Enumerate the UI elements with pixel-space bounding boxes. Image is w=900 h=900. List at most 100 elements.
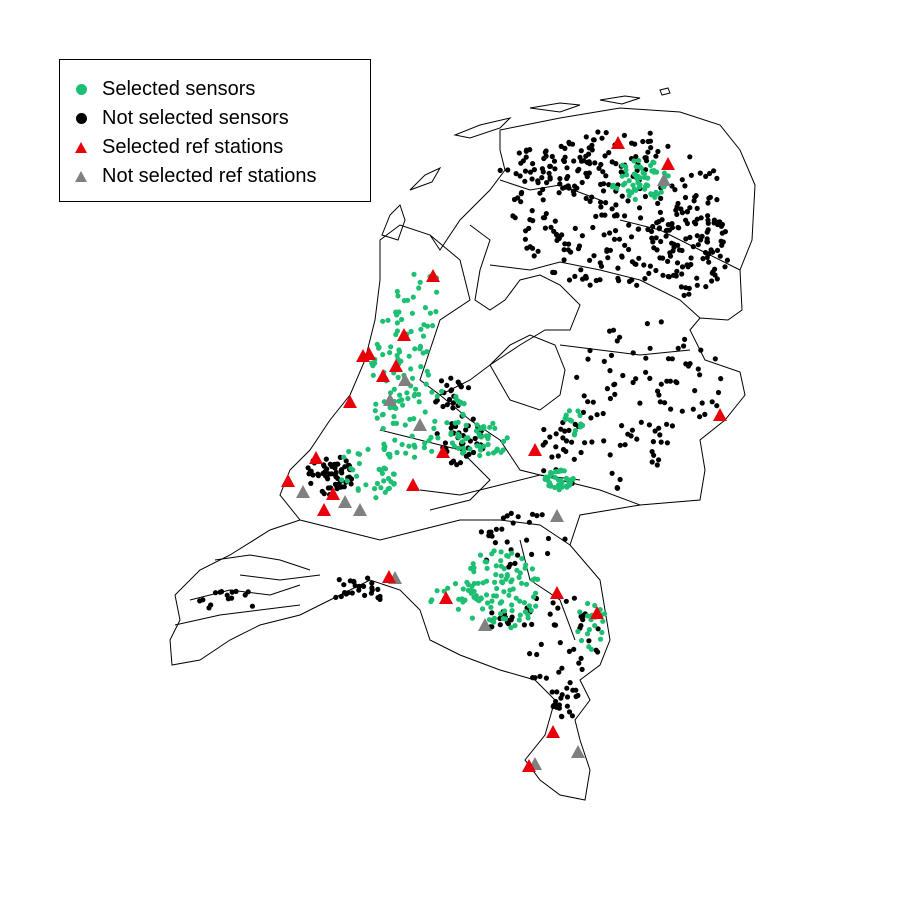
sensor-dot bbox=[614, 485, 620, 491]
sensor-dot bbox=[535, 180, 541, 186]
sensor-dot bbox=[694, 216, 700, 222]
ref-station-triangle bbox=[309, 451, 323, 464]
sensor-dot bbox=[684, 209, 690, 215]
sensor-dot bbox=[338, 593, 344, 600]
sensor-dot bbox=[563, 475, 570, 481]
sensor-dot bbox=[640, 170, 646, 176]
sensor-dot bbox=[460, 411, 466, 417]
sensor-dot bbox=[674, 268, 680, 274]
sensor-dot bbox=[394, 449, 400, 456]
sensor-dot bbox=[630, 182, 636, 188]
sensor-dot bbox=[590, 399, 596, 405]
sensor-dot bbox=[516, 150, 522, 156]
sensor-dot bbox=[343, 458, 349, 464]
sensor-dot bbox=[445, 585, 451, 591]
sensor-dot bbox=[498, 558, 504, 564]
island-terschelling bbox=[453, 117, 512, 139]
sensor-dot bbox=[588, 415, 594, 421]
sensor-dot bbox=[697, 372, 703, 378]
sensor-dot bbox=[587, 257, 593, 263]
sensor-dot bbox=[356, 460, 362, 467]
legend-item-selected-sensors: Selected sensors bbox=[60, 75, 255, 104]
province-line-3 bbox=[439, 394, 641, 506]
sensor-dot bbox=[381, 441, 387, 447]
ref-station-triangle bbox=[406, 478, 420, 491]
ref-station-triangle bbox=[413, 418, 427, 431]
sensor-dot bbox=[600, 169, 606, 175]
sensor-dot bbox=[663, 233, 669, 239]
sensor-dot bbox=[369, 360, 375, 366]
sensor-dot bbox=[664, 421, 670, 427]
sensor-dot bbox=[429, 597, 435, 603]
sensor-dot bbox=[694, 233, 700, 239]
sensor-dot bbox=[598, 181, 604, 187]
sensor-dot bbox=[566, 709, 573, 715]
sensor-dot bbox=[620, 372, 626, 379]
sensor-dot bbox=[679, 247, 685, 254]
sensor-dot bbox=[421, 445, 427, 451]
sensor-dot bbox=[375, 586, 381, 593]
sensor-dot bbox=[406, 443, 412, 449]
sensor-dot bbox=[505, 553, 511, 559]
sensor-dot bbox=[526, 603, 533, 609]
sensor-dot bbox=[578, 148, 584, 154]
sensor-dot bbox=[498, 549, 504, 555]
sensor-dot bbox=[487, 424, 493, 430]
sensor-dot bbox=[601, 232, 607, 238]
sensor-dot bbox=[388, 344, 394, 350]
sensor-dot bbox=[462, 597, 468, 603]
sensor-dot bbox=[333, 469, 339, 476]
sensor-dot bbox=[354, 473, 360, 479]
sensor-dot bbox=[705, 227, 711, 233]
sensor-dot bbox=[529, 176, 535, 182]
sensor-dot bbox=[681, 343, 687, 349]
sensor-dot bbox=[542, 225, 549, 231]
sensor-dot bbox=[619, 423, 625, 429]
sensor-dot bbox=[489, 624, 495, 630]
sensor-dot bbox=[697, 414, 703, 420]
province-line-2 bbox=[559, 344, 691, 356]
sensor-dot bbox=[491, 615, 497, 621]
sensor-dot bbox=[528, 607, 534, 613]
sensor-dot bbox=[529, 208, 535, 214]
sensor-dot bbox=[644, 321, 651, 327]
sensor-dot bbox=[391, 480, 397, 487]
sensor-dot bbox=[566, 139, 572, 145]
legend-item-not-selected-sensors: Not selected sensors bbox=[60, 104, 289, 133]
sensor-dot bbox=[679, 408, 685, 414]
sensor-dot bbox=[674, 211, 680, 217]
sensor-dot bbox=[585, 613, 591, 619]
sensor-dot bbox=[562, 241, 568, 247]
sensor-dot bbox=[603, 200, 609, 206]
sensor-dot bbox=[499, 579, 505, 585]
sensor-dot bbox=[674, 260, 681, 266]
sensor-dot bbox=[613, 202, 619, 208]
sensor-dot bbox=[323, 456, 329, 462]
zeeland-2 bbox=[174, 604, 301, 626]
sensor-dot bbox=[714, 247, 721, 253]
sensor-dot bbox=[504, 435, 510, 441]
sensor-dot bbox=[650, 439, 657, 445]
ref-station-triangle bbox=[426, 269, 440, 282]
sensor-dot bbox=[501, 589, 507, 595]
sensor-dot bbox=[615, 265, 621, 271]
sensor-dot bbox=[233, 588, 239, 595]
sensor-dot bbox=[356, 587, 362, 593]
sensor-dot bbox=[394, 320, 400, 326]
sensor-dot bbox=[568, 418, 575, 424]
sensor-dot bbox=[483, 592, 490, 598]
sensor-dot bbox=[498, 573, 504, 579]
sensor-dot bbox=[409, 375, 416, 381]
sensor-dot bbox=[357, 451, 363, 457]
province-line-6 bbox=[519, 539, 576, 641]
sensor-dot bbox=[486, 617, 492, 623]
sensor-dot bbox=[629, 277, 635, 283]
sensor-dot bbox=[530, 161, 536, 167]
sensor-dot bbox=[417, 346, 423, 352]
sensor-dot bbox=[709, 278, 715, 284]
sensor-dot bbox=[600, 410, 606, 417]
sensor-dot bbox=[549, 689, 555, 695]
sensor-dot bbox=[422, 409, 428, 415]
sensor-dot bbox=[391, 413, 397, 420]
sensor-dot bbox=[522, 609, 529, 615]
